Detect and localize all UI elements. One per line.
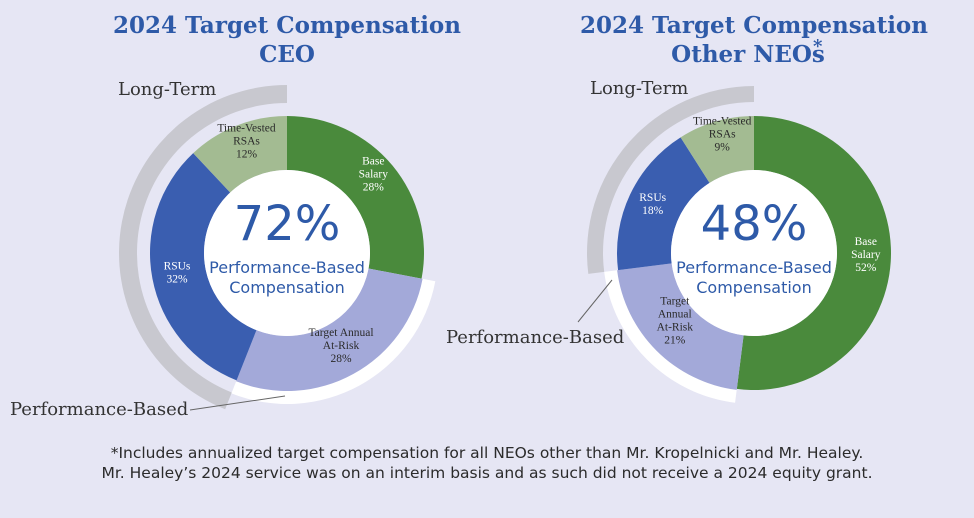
footnote-line-1: *Includes annualized target compensation… <box>111 444 864 462</box>
ceo-slice-rsus <box>150 153 257 381</box>
neo-slice-rsus <box>617 137 710 271</box>
ceo-slice-target-annual-at-risk <box>236 268 423 392</box>
neo-title-asterisk: * <box>813 36 823 57</box>
neo-performance-label: Performance-Based <box>446 327 624 348</box>
neo-slice-label-base-salary: Base Salary 52% <box>851 236 881 274</box>
neo-chart-subtitle: Other NEOs <box>671 41 825 68</box>
ceo-slice-label-time-vested-rsas: Time-Vested RSAs 12% <box>217 123 276 161</box>
ceo-long-term-label: Long-Term <box>118 79 216 100</box>
ceo-performance-arc <box>231 278 436 405</box>
footnote-line-2: Mr. Healey’s 2024 service was on an inte… <box>101 464 872 482</box>
neo-long-term-arc <box>587 86 754 274</box>
ceo-performance-leader-line <box>189 395 286 411</box>
neo-slice-label-rsus: RSUs 18% <box>639 192 666 217</box>
neo-donut-hole <box>671 170 837 336</box>
ceo-chart-subtitle: CEO <box>259 41 315 68</box>
ceo-slice-label-base-salary: Base Salary 28% <box>359 156 389 194</box>
neo-center-line-2: Compensation <box>696 278 811 297</box>
neo-center-line-1: Performance-Based <box>676 258 832 277</box>
neo-slice-label-target-annual-at-risk: Target Annual At-Risk 21% <box>657 296 694 347</box>
ceo-slice-label-target-annual-at-risk: Target Annual At-Risk 28% <box>308 327 373 365</box>
ceo-donut-hole <box>204 170 370 336</box>
ceo-long-term-arc <box>119 85 287 410</box>
neo-chart-title: 2024 Target Compensation <box>580 12 928 39</box>
neo-slice-label-time-vested-rsas: Time-Vested RSAs 9% <box>693 116 752 154</box>
ceo-center-line-1: Performance-Based <box>209 258 365 277</box>
neo-performance-leader-line <box>577 279 613 323</box>
ceo-slice-time-vested-rsas <box>193 116 287 193</box>
neo-slice-target-annual-at-risk <box>617 263 744 390</box>
neo-long-term-label: Long-Term <box>590 78 688 99</box>
neo-slice-time-vested-rsas <box>680 116 754 183</box>
ceo-chart-title: 2024 Target Compensation <box>113 12 461 39</box>
neo-performance-arc <box>604 270 737 403</box>
ceo-performance-label: Performance-Based <box>10 399 188 420</box>
neo-center-percent: 48% <box>701 196 808 252</box>
ceo-slice-base-salary <box>287 116 424 279</box>
ceo-slice-label-rsus: RSUs 32% <box>164 261 191 286</box>
neo-chart: 2024 Target Compensation Other NEOs * Ba… <box>446 12 928 403</box>
neo-slice-base-salary <box>736 116 891 390</box>
ceo-center-line-2: Compensation <box>229 278 344 297</box>
ceo-chart: 2024 Target Compensation CEO Base Salary 2… <box>10 12 461 420</box>
ceo-center-percent: 72% <box>234 196 341 252</box>
